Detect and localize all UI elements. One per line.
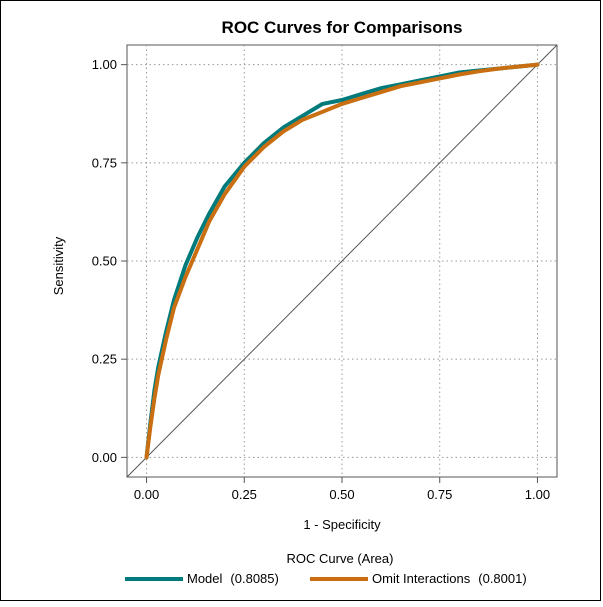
series-group	[144, 62, 540, 460]
reference-diagonal	[126, 44, 558, 478]
series-line-omit-interactions	[144, 62, 540, 460]
legend-series-name: Model	[187, 571, 223, 586]
x-axis-label: 1 - Specificity	[303, 517, 381, 532]
x-tick-label: 0.00	[134, 487, 159, 502]
y-tick-label: 0.25	[92, 352, 117, 367]
x-tick-label: 0.25	[232, 487, 257, 502]
y-tick-label: 1.00	[92, 57, 117, 72]
y-tick-label: 0.00	[92, 450, 117, 465]
y-tick-label: 0.50	[92, 254, 117, 269]
legend-label: Omit Interactions (0.8001)	[372, 571, 527, 586]
legend-series-name: Omit Interactions	[372, 571, 471, 586]
x-tick-label: 0.75	[427, 487, 452, 502]
y-tick-label: 0.75	[92, 155, 117, 170]
grid	[127, 45, 557, 477]
x-tick-label: 1.00	[525, 487, 550, 502]
legend-label: Model (0.8085)	[187, 571, 279, 586]
legend-series-area: (0.8085)	[230, 571, 278, 586]
y-axis-label: Sensitivity	[51, 236, 66, 295]
x-tick-label: 0.50	[329, 487, 354, 502]
legend-series-area: (0.8001)	[478, 571, 526, 586]
chart-title: ROC Curves for Comparisons	[222, 18, 463, 37]
x-axis-ticks: 0.00 0.25 0.50 0.75 1.00	[134, 477, 550, 502]
legend-title: ROC Curve (Area)	[287, 551, 394, 566]
legend: Model (0.8085) Omit Interactions (0.8001)	[125, 571, 527, 586]
y-axis-ticks: 0.00 0.25 0.50 0.75 1.00	[92, 57, 127, 465]
